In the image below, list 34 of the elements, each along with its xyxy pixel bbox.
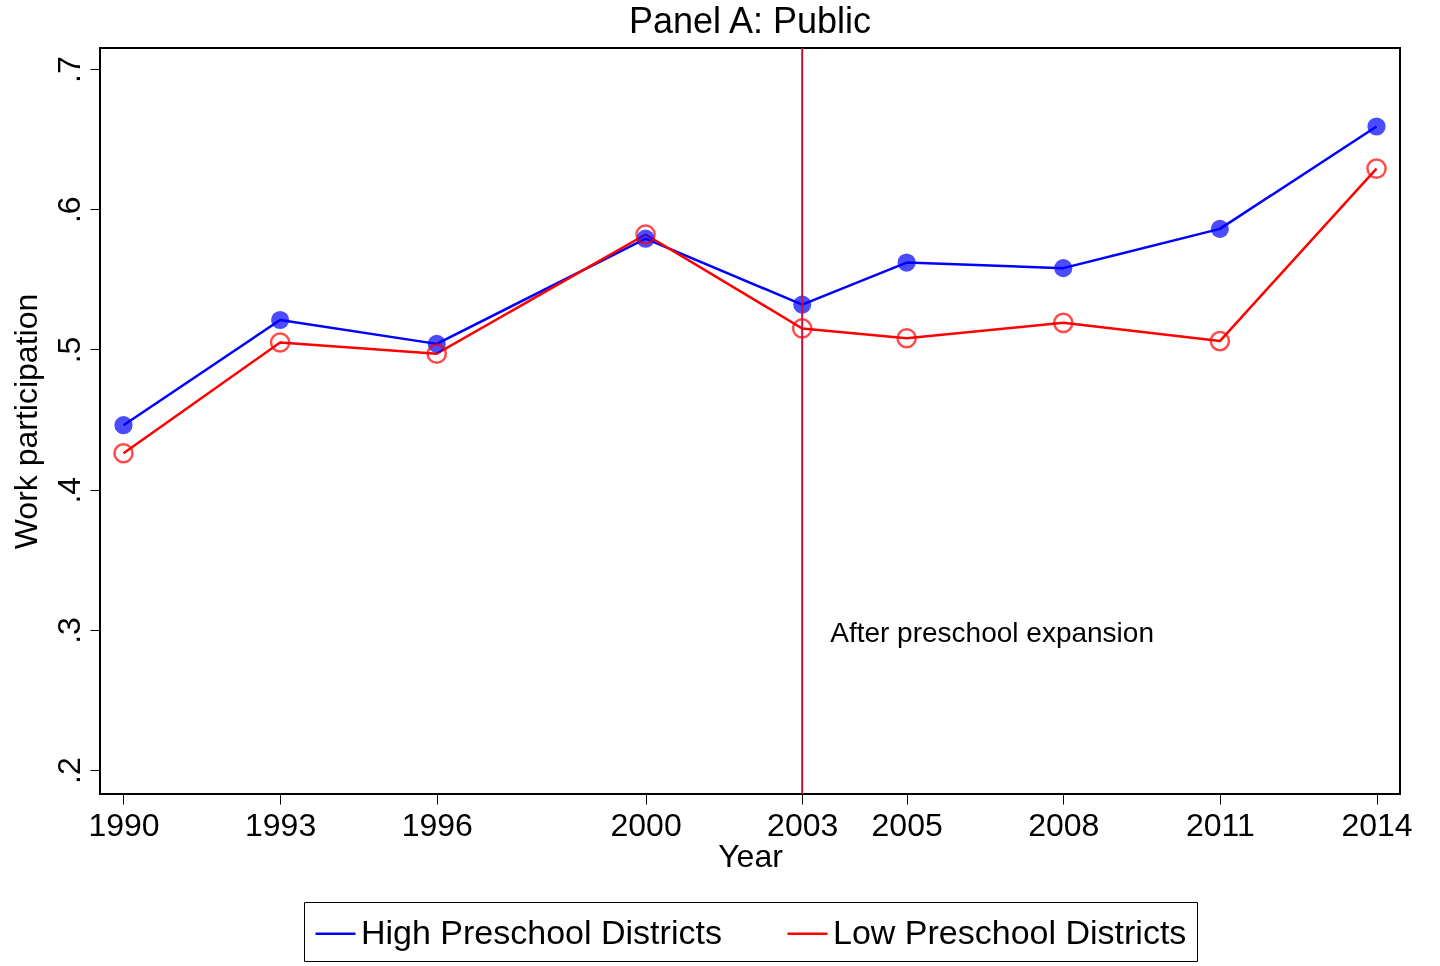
y-tick-label: .7 bbox=[50, 56, 87, 83]
point bbox=[1209, 330, 1231, 352]
y-tick-label: .5 bbox=[50, 336, 87, 364]
x-tick-label: 2014 bbox=[1341, 806, 1413, 843]
legend-label: Low Preschool Districts bbox=[833, 912, 1187, 951]
point bbox=[896, 327, 917, 349]
y-tick-label: .4 bbox=[50, 476, 87, 504]
point bbox=[113, 442, 134, 464]
point bbox=[1210, 219, 1229, 238]
point bbox=[1367, 117, 1386, 136]
y-tick-label: .6 bbox=[50, 196, 87, 224]
chart-title: Panel A: Public bbox=[628, 0, 872, 41]
x-tick-label: 1990 bbox=[88, 806, 160, 843]
y-tick-label: .2 bbox=[50, 757, 87, 785]
x-tick-label: 2005 bbox=[871, 806, 943, 843]
x-tick-label: 2008 bbox=[1028, 806, 1100, 843]
y-axis-title: Work participation bbox=[7, 293, 44, 550]
point bbox=[271, 310, 290, 330]
point bbox=[1366, 158, 1387, 179]
point bbox=[1052, 312, 1074, 334]
legend-label: High Preschool Districts bbox=[361, 912, 722, 951]
point bbox=[791, 318, 813, 339]
point bbox=[114, 416, 133, 435]
point bbox=[635, 224, 656, 245]
x-tick-label: 2000 bbox=[610, 806, 682, 843]
ref-line-label: After preschool expansion bbox=[830, 616, 1154, 648]
y-tick-label: .3 bbox=[50, 617, 87, 644]
point bbox=[897, 253, 916, 272]
point bbox=[269, 332, 291, 353]
x-tick-label: 1996 bbox=[401, 806, 473, 843]
x-tick-label: 1993 bbox=[245, 806, 317, 843]
point bbox=[1054, 259, 1073, 278]
x-tick-label: 2011 bbox=[1185, 806, 1255, 843]
point bbox=[426, 343, 448, 365]
